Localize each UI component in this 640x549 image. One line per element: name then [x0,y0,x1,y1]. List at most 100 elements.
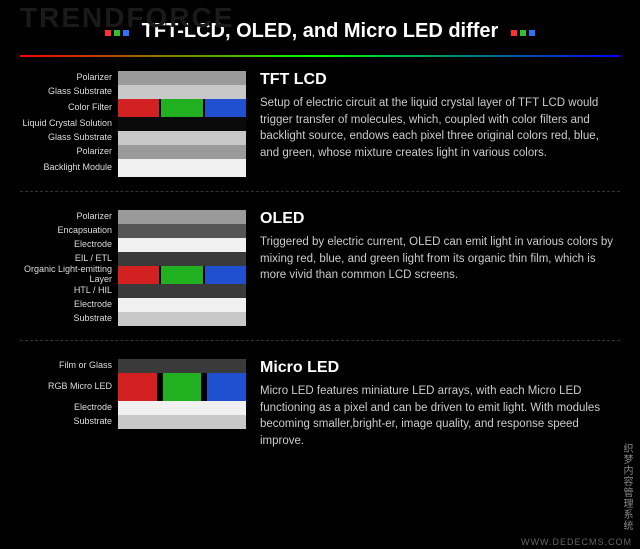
layer-row: Organic Light-emitting Layer [14,266,246,284]
layer-row: Polarizer [14,71,246,85]
layer-bar [207,373,246,401]
layer-visual [118,284,246,298]
layer-bar [118,284,246,298]
layer-row: Substrate [14,312,246,326]
layer-label: Liquid Crystal Solution [14,117,118,131]
description: Micro LED Micro LED features miniature LE… [260,359,620,450]
layer-row: Color Filter [14,99,246,117]
section-tft-lcd: PolarizerGlass SubstrateColor FilterLiqu… [0,57,640,187]
section-oled: PolarizerEncapsuationElectrodeEIL / ETLO… [0,196,640,336]
layer-row: Electrode [14,401,246,415]
layer-visual [118,252,246,266]
logo-background: TRENDFORCE [20,2,234,34]
layer-bar [118,266,159,284]
watermark-bottom: WWW.DEDECMS.COM [521,537,632,547]
section-divider [20,340,620,341]
section-divider [20,191,620,192]
layer-bar [118,210,246,224]
layer-label: Substrate [14,312,118,326]
layer-visual [118,85,246,99]
color-dot [511,30,517,36]
color-dot [529,30,535,36]
section-text: Setup of electric circuit at the liquid … [260,95,620,162]
description: TFT LCD Setup of electric circuit at the … [260,71,620,177]
layer-row: Encapsuation [14,224,246,238]
section-text: Micro LED features miniature LED arrays,… [260,383,620,450]
layer-bar [118,252,246,266]
layer-label: Electrode [14,238,118,252]
layer-visual [118,117,246,131]
layer-row: Polarizer [14,210,246,224]
layer-row: Electrode [14,238,246,252]
layer-label: Glass Substrate [14,131,118,145]
layer-bar [205,99,246,117]
layer-row: Film or Glass [14,359,246,373]
layer-bar [161,266,202,284]
layer-visual [118,224,246,238]
layer-label: Organic Light-emitting Layer [14,266,118,284]
layer-label: Glass Substrate [14,85,118,99]
layer-visual [118,145,246,159]
layer-bar [118,224,246,238]
color-dot [520,30,526,36]
layer-label: Polarizer [14,145,118,159]
layer-bar [118,238,246,252]
layer-bar [118,401,246,415]
section-title: TFT LCD [260,71,620,89]
layer-visual [118,238,246,252]
layer-bar [118,415,246,429]
layer-visual [118,401,246,415]
layer-bar [161,99,202,117]
layer-label: Color Filter [14,99,118,117]
section-text: Triggered by electric current, OLED can … [260,234,620,284]
layer-label: Substrate [14,415,118,429]
layer-label: Backlight Module [14,159,118,177]
layer-label: Film or Glass [14,359,118,373]
layer-bar [118,312,246,326]
layer-row: Liquid Crystal Solution [14,117,246,131]
layer-visual [118,298,246,312]
layer-label: HTL / HIL [14,284,118,298]
section-title: Micro LED [260,359,620,377]
layer-bar [118,131,246,145]
section-title: OLED [260,210,620,228]
layer-label: Polarizer [14,71,118,85]
layer-visual [118,210,246,224]
layer-bar [163,373,202,401]
watermark-side: 织梦内容管理系统 [619,443,634,531]
layer-bar [118,117,246,131]
layer-diagram: PolarizerEncapsuationElectrodeEIL / ETLO… [14,210,246,326]
layer-label: Polarizer [14,210,118,224]
layer-bar [118,71,246,85]
section-micro-led: Film or GlassRGB Micro LEDElectrodeSubst… [0,345,640,460]
layer-visual [118,373,246,401]
layer-row: Glass Substrate [14,85,246,99]
layer-row: Polarizer [14,145,246,159]
header-dots-right [511,30,535,36]
layer-label: RGB Micro LED [14,373,118,401]
layer-row: Backlight Module [14,159,246,177]
layer-label: Encapsuation [14,224,118,238]
layer-row: RGB Micro LED [14,373,246,401]
layer-row: Electrode [14,298,246,312]
layer-bar [118,359,246,373]
layer-bar [118,159,246,177]
layer-bar [118,99,159,117]
layer-label: Electrode [14,298,118,312]
layer-visual [118,99,246,117]
layer-row: HTL / HIL [14,284,246,298]
layer-row: Glass Substrate [14,131,246,145]
layer-bar [118,145,246,159]
layer-visual [118,71,246,85]
layer-visual [118,312,246,326]
layer-bar [118,85,246,99]
layer-visual [118,159,246,177]
layer-bar [118,298,246,312]
layer-diagram: Film or GlassRGB Micro LEDElectrodeSubst… [14,359,246,450]
description: OLED Triggered by electric current, OLED … [260,210,620,326]
layer-row: Substrate [14,415,246,429]
layer-bar [205,266,246,284]
layer-diagram: PolarizerGlass SubstrateColor FilterLiqu… [14,71,246,177]
layer-visual [118,131,246,145]
layer-bar [118,373,157,401]
